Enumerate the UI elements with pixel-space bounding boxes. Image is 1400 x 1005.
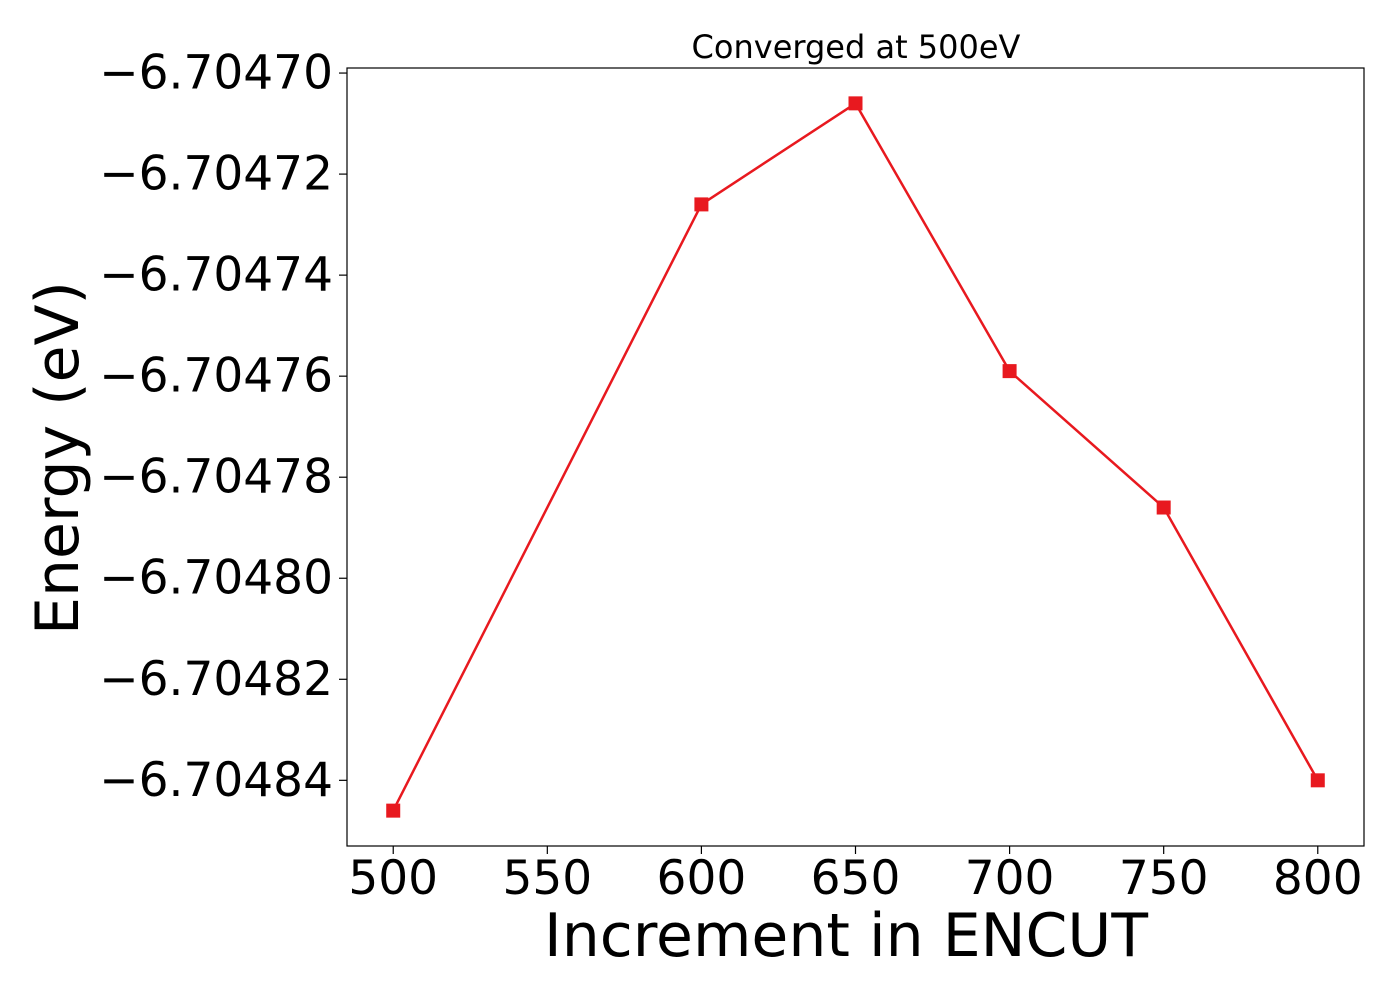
data-point-750 <box>1156 500 1171 515</box>
y-tick-label: −6.70470 <box>99 46 333 101</box>
y-axis-label: Energy (eV) <box>23 281 93 635</box>
y-tick-label: −6.70478 <box>99 450 333 505</box>
x-tick-label: 550 <box>502 851 592 906</box>
x-tick-label: 600 <box>657 851 747 906</box>
x-tick-label: 800 <box>1273 851 1363 906</box>
y-tick-label: −6.70472 <box>99 147 333 202</box>
x-tick-label: 750 <box>1119 851 1209 906</box>
x-axis-ticks: 500 550 600 650 700 750 800 <box>348 846 1363 906</box>
data-point-800 <box>1310 773 1325 788</box>
x-tick-label: 700 <box>965 851 1055 906</box>
data-point-500 <box>386 803 401 818</box>
data-point-600 <box>694 197 709 212</box>
y-tick-label: −6.70474 <box>99 248 333 303</box>
y-axis-ticks: −6.70470 −6.70472 −6.70474 −6.70476 −6.70478… <box>99 46 347 808</box>
y-tick-label: −6.70484 <box>99 753 333 808</box>
y-tick-label: −6.70482 <box>99 652 333 707</box>
chart-title: Converged at 500eV <box>692 28 1021 66</box>
y-tick-label: −6.70476 <box>99 349 333 404</box>
data-point-650 <box>848 96 863 111</box>
series-line <box>392 102 1319 812</box>
series-markers <box>386 96 1325 818</box>
plot-frame <box>346 67 1365 847</box>
x-tick-label: 650 <box>811 851 901 906</box>
y-tick-label: −6.70480 <box>99 551 333 606</box>
x-tick-label: 500 <box>348 851 438 906</box>
data-point-700 <box>1002 364 1017 379</box>
x-axis-label: Increment in ENCUT <box>544 901 1148 971</box>
